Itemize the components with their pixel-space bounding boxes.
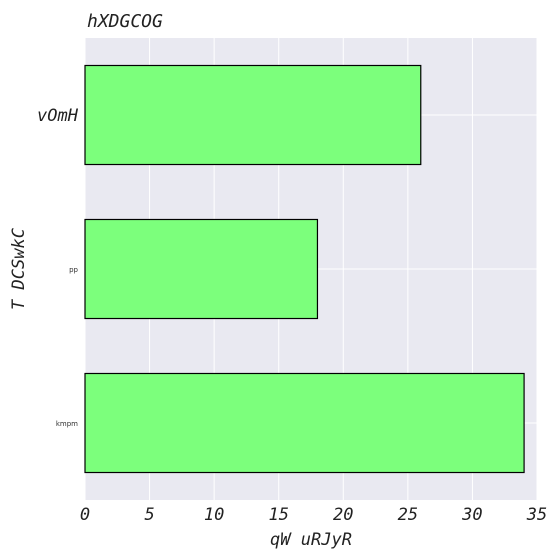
x-tick-label: 30 — [461, 505, 482, 525]
x-tick-label: 35 — [526, 505, 547, 525]
y-tick-labels: vOmH pp kmpm — [37, 106, 79, 428]
y-tick-label: kmpm — [56, 420, 78, 428]
x-tick-labels: 0 5 10 15 20 25 30 35 — [80, 505, 547, 525]
bar-kmpm — [84, 372, 525, 474]
y-tick-label: pp — [69, 266, 78, 274]
y-axis-label: T DCSwkC — [9, 227, 29, 310]
bar-pp — [84, 218, 319, 320]
chart-title: hXDGCOG — [87, 11, 163, 32]
x-tick-label: 15 — [268, 505, 288, 525]
x-tick-label: 20 — [333, 505, 353, 525]
x-axis-label: qW uRJyR — [270, 530, 352, 550]
y-tick-label: vOmH — [37, 106, 79, 126]
x-tick-label: 5 — [144, 505, 154, 525]
x-tick-label: 25 — [398, 505, 418, 525]
bar-vOmH — [84, 64, 422, 166]
bars — [84, 64, 525, 474]
x-tick-label: 0 — [80, 505, 90, 525]
x-tick-label: 10 — [204, 505, 224, 525]
